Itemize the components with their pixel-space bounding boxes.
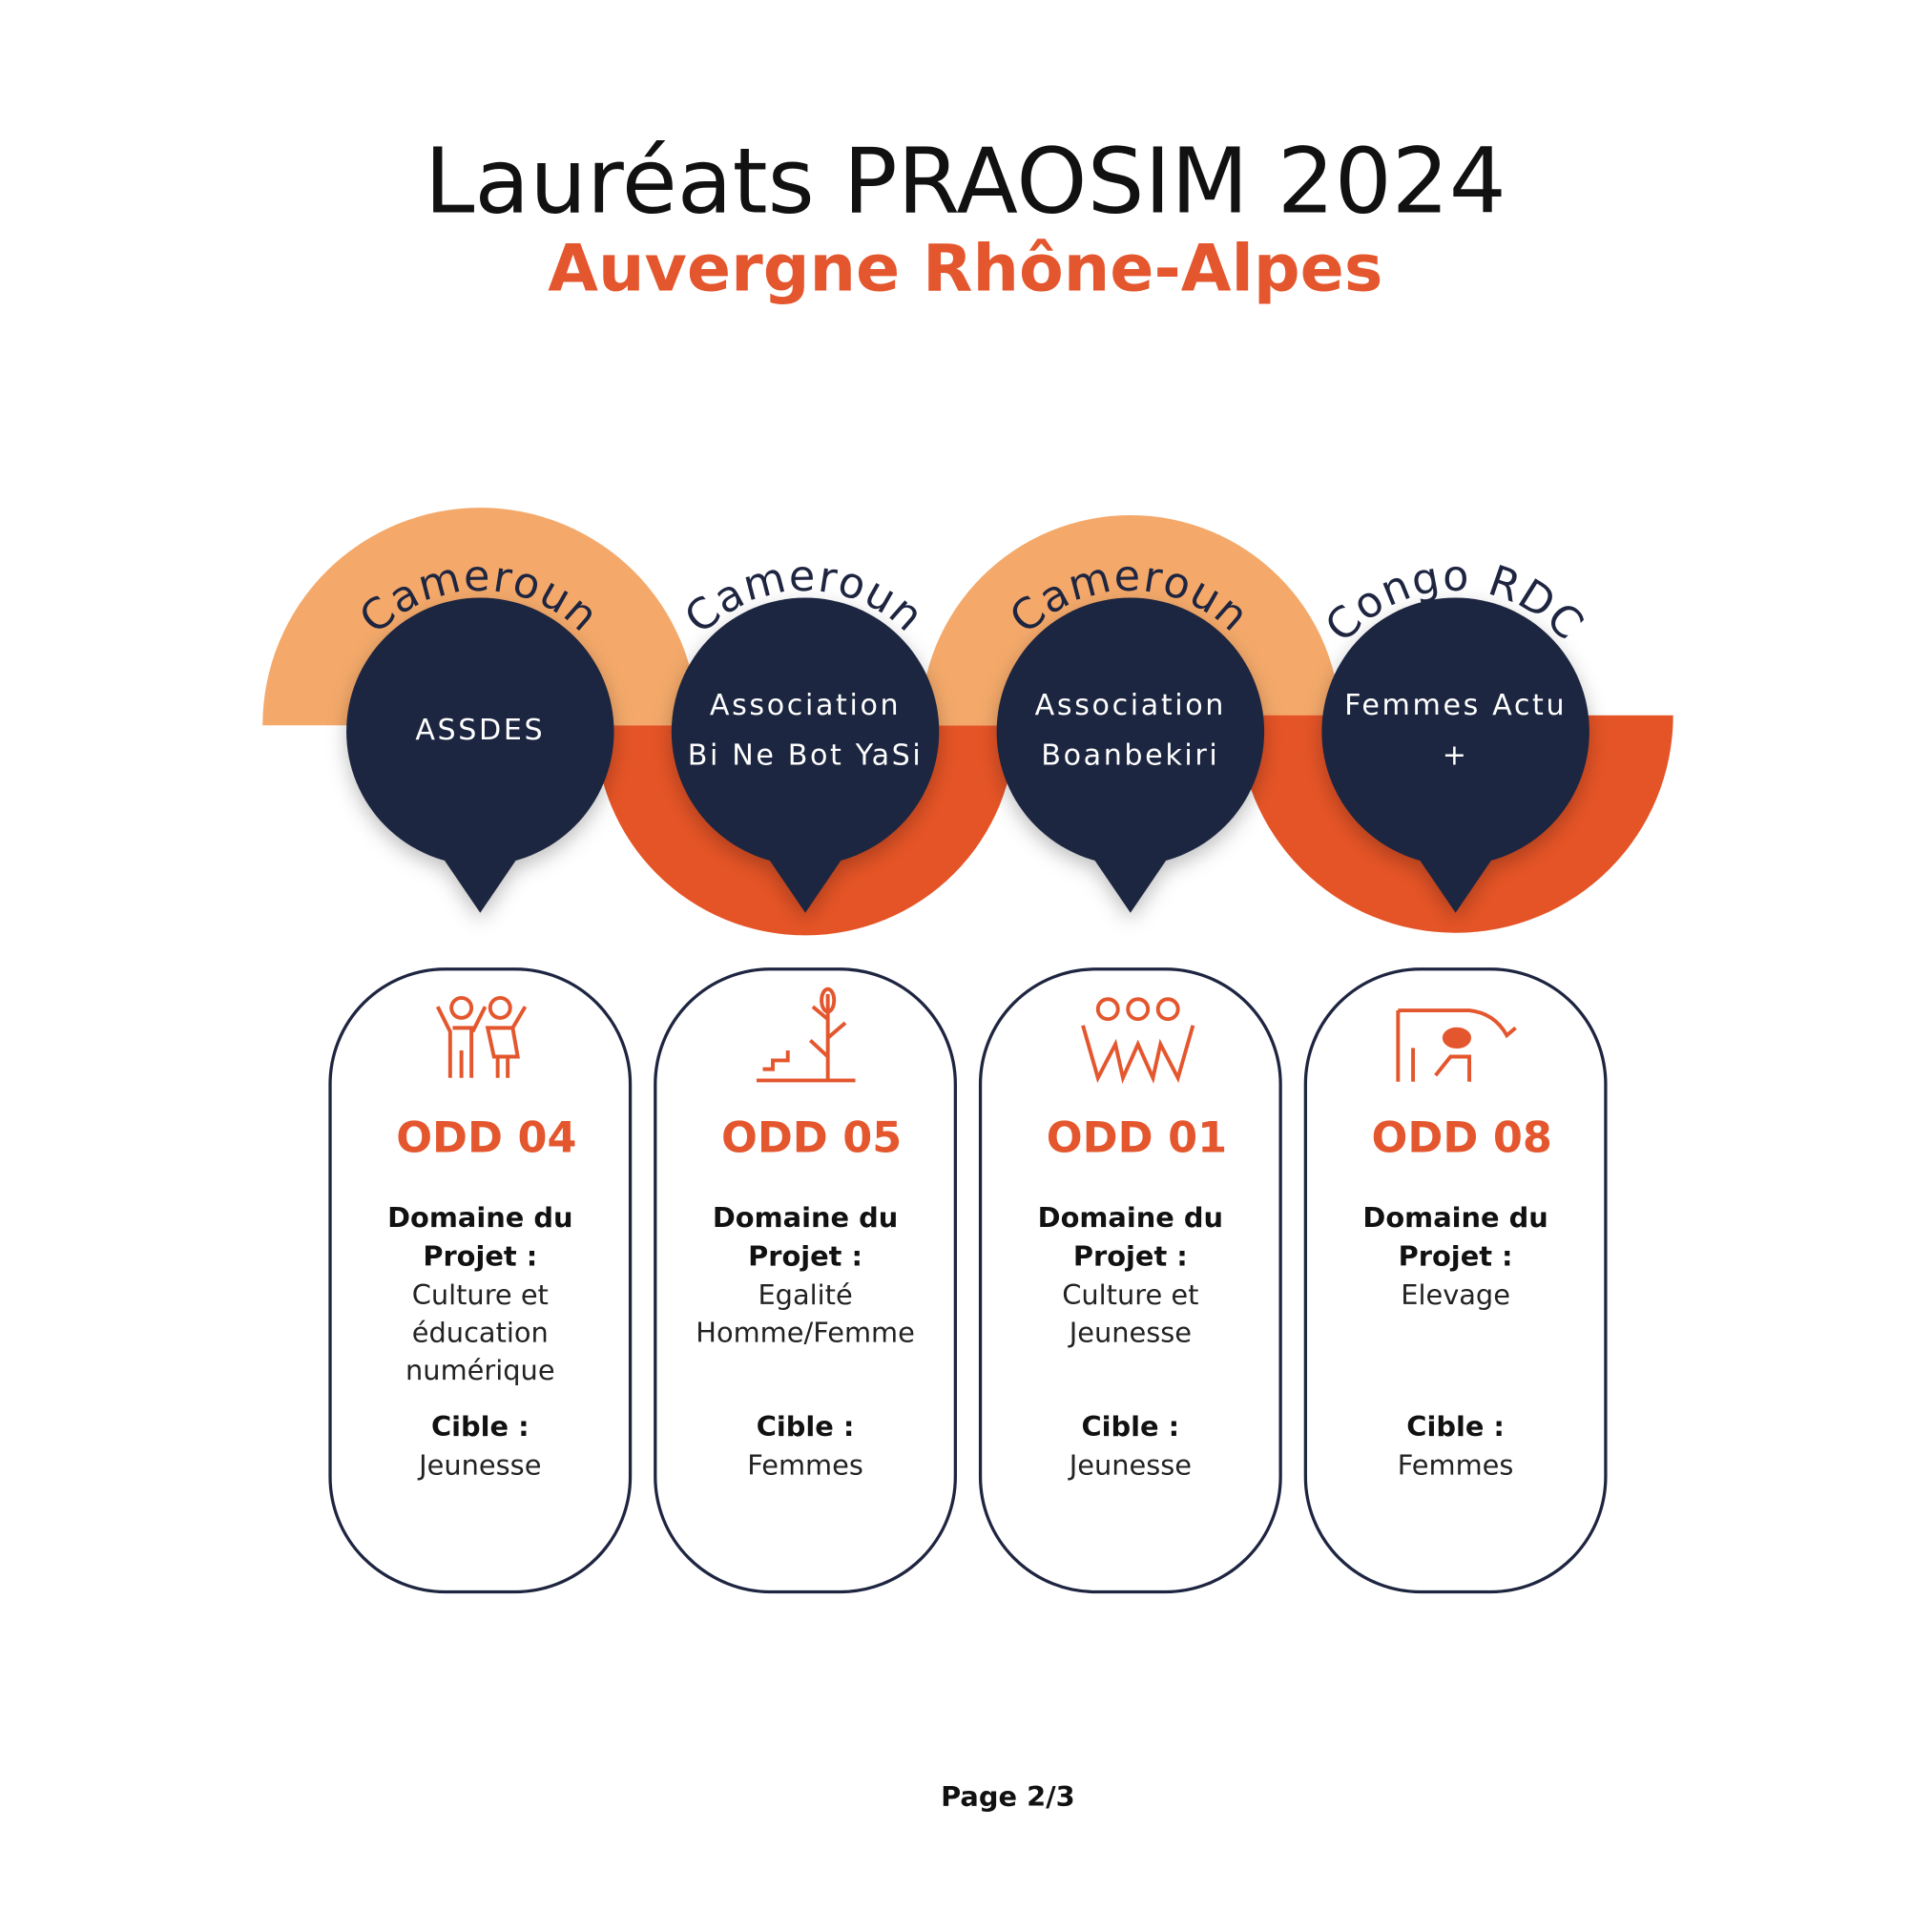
domain-value: éducation — [412, 1316, 549, 1348]
bubble-pointer — [1413, 850, 1499, 913]
bubble-pointer — [437, 850, 523, 913]
odd: ODD 08 — [1372, 1112, 1552, 1162]
target: Jeunesse — [1068, 1448, 1192, 1481]
target-label: Cible : — [1406, 1410, 1505, 1443]
laureate-name: + — [1443, 738, 1469, 772]
domain-value: Homme/Femme — [696, 1316, 915, 1348]
laureate-name: Bi Ne Bot YaSi — [688, 738, 924, 772]
title: Lauréats PRAOSIM 2024 — [425, 129, 1506, 234]
odd: ODD 05 — [721, 1112, 902, 1162]
bubble — [346, 597, 614, 913]
domain-label: Domaine du — [713, 1201, 898, 1234]
domain-label: Projet : — [1399, 1240, 1513, 1273]
laureate-name: Association — [1035, 689, 1226, 722]
odd: ODD 04 — [396, 1112, 576, 1162]
icon-children — [435, 995, 528, 1078]
laureate-name: ASSDES — [415, 714, 545, 747]
domain-value: numérique — [405, 1354, 555, 1386]
bubble — [671, 597, 940, 913]
bubble — [996, 597, 1265, 913]
bubble — [1321, 597, 1589, 913]
domain-label: Projet : — [423, 1240, 537, 1273]
bubble-circle — [1321, 597, 1589, 865]
bubble-circle — [346, 597, 614, 865]
domain-value: Culture et — [412, 1278, 549, 1311]
domain-value: Elevage — [1401, 1278, 1510, 1311]
card — [654, 967, 957, 1594]
domain-label: Domaine du — [1362, 1201, 1548, 1234]
bubble-pointer — [1088, 850, 1174, 913]
footer: Page 2/3 — [941, 1780, 1075, 1813]
bubble-circle — [671, 597, 940, 865]
target-label: Cible : — [1082, 1410, 1180, 1443]
icon-cow — [1396, 1008, 1517, 1082]
domain-label: Projet : — [748, 1240, 862, 1273]
card — [978, 967, 1282, 1594]
laureate-name: Boanbekiri — [1041, 738, 1219, 772]
target: Femmes — [1398, 1448, 1514, 1481]
bubble-pointer — [762, 850, 848, 913]
domain-label: Projet : — [1073, 1240, 1188, 1273]
domain-value: Jeunesse — [1068, 1316, 1192, 1348]
card — [1303, 967, 1608, 1594]
domain-value: Culture et — [1062, 1278, 1198, 1311]
domain-value: Egalité — [758, 1278, 852, 1311]
target: Jeunesse — [417, 1448, 541, 1481]
subtitle: Auvergne Rhône-Alpes — [548, 231, 1382, 306]
target-label: Cible : — [431, 1410, 530, 1443]
domain-label: Domaine du — [387, 1201, 572, 1234]
laureate-name: Femmes Actu — [1344, 689, 1567, 722]
domain-label: Domaine du — [1038, 1201, 1223, 1234]
target: Femmes — [747, 1448, 863, 1481]
bubble-circle — [996, 597, 1265, 865]
icons — [435, 987, 1517, 1085]
icon-plant — [756, 987, 856, 1083]
card — [328, 967, 633, 1594]
laureate-name: Association — [710, 689, 901, 722]
odd: ODD 01 — [1047, 1112, 1227, 1162]
target-label: Cible : — [757, 1410, 855, 1443]
icon-people — [1081, 997, 1195, 1085]
